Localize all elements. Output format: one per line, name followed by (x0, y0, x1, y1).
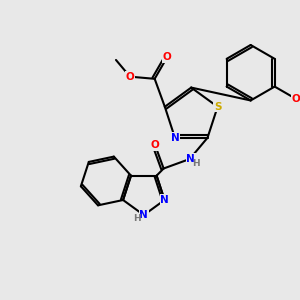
Text: H: H (133, 214, 141, 223)
Text: N: N (170, 133, 179, 143)
Text: N: N (140, 210, 148, 220)
Text: O: O (292, 94, 300, 104)
Text: N: N (186, 154, 195, 164)
Text: O: O (151, 140, 160, 150)
Text: S: S (214, 102, 221, 112)
Text: O: O (126, 72, 134, 82)
Text: H: H (192, 160, 200, 169)
Text: N: N (160, 195, 169, 205)
Text: O: O (163, 52, 171, 62)
